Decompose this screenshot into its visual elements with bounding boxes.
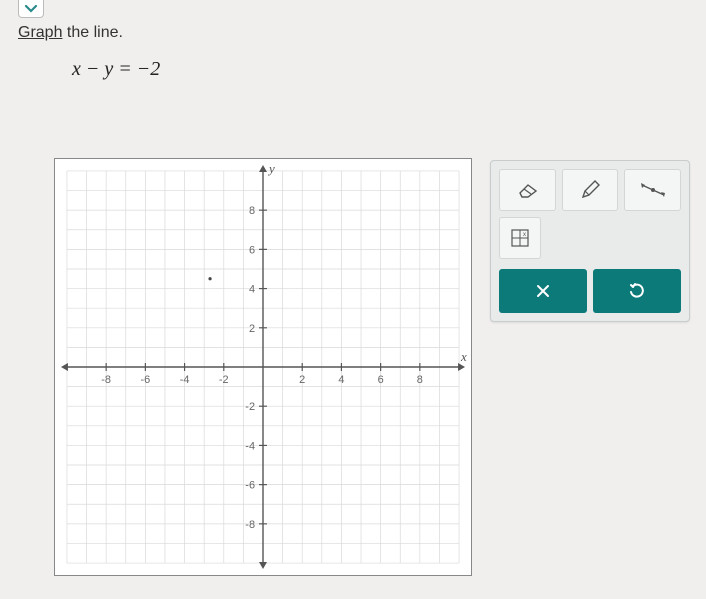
svg-text:8: 8 — [417, 374, 423, 386]
question-prompt: Graph the line. — [18, 24, 123, 42]
svg-text:x: x — [523, 232, 526, 238]
svg-text:-2: -2 — [219, 374, 229, 386]
coordinate-graph[interactable]: -8 -6 -4 -2 2 4 6 8 8 6 4 2 -2 -4 -6 -8 x y — [54, 158, 472, 576]
clear-button[interactable] — [499, 269, 587, 313]
svg-text:-2: -2 — [245, 401, 255, 413]
svg-text:-4: -4 — [180, 374, 190, 386]
svg-text:-4: -4 — [245, 440, 255, 452]
action-row — [499, 269, 681, 313]
svg-text:-8: -8 — [245, 519, 255, 531]
graph-svg: -8 -6 -4 -2 2 4 6 8 8 6 4 2 -2 -4 -6 -8 x y — [55, 159, 471, 575]
collapse-toggle[interactable] — [18, 0, 44, 18]
svg-text:-6: -6 — [140, 374, 150, 386]
svg-text:2: 2 — [249, 323, 255, 335]
tool-row-1 — [499, 169, 681, 211]
tool-panel: x — [490, 160, 690, 322]
prompt-rest: the line. — [62, 24, 122, 41]
svg-text:4: 4 — [338, 374, 344, 386]
eraser-tool[interactable] — [499, 169, 556, 211]
equation-text: x − y = −2 — [72, 58, 160, 81]
svg-text:4: 4 — [249, 284, 255, 296]
svg-text:y: y — [267, 161, 275, 176]
pencil-icon — [579, 179, 601, 201]
line-tool[interactable] — [624, 169, 681, 211]
svg-text:-8: -8 — [101, 374, 111, 386]
svg-text:2: 2 — [299, 374, 305, 386]
svg-text:x: x — [460, 349, 467, 364]
pencil-tool[interactable] — [562, 169, 619, 211]
svg-text:-6: -6 — [245, 480, 255, 492]
close-icon — [535, 283, 551, 299]
line-tool-icon — [639, 181, 667, 199]
undo-icon — [628, 282, 646, 300]
grid-reset-tool[interactable]: x — [499, 217, 541, 259]
svg-text:6: 6 — [249, 244, 255, 256]
svg-text:8: 8 — [249, 205, 255, 217]
grid-icon: x — [509, 227, 531, 249]
undo-button[interactable] — [593, 269, 681, 313]
eraser-icon — [514, 181, 540, 199]
chevron-down-icon — [24, 4, 38, 14]
tool-row-2: x — [499, 217, 681, 259]
svg-text:6: 6 — [378, 374, 384, 386]
prompt-keyword: Graph — [18, 24, 62, 41]
